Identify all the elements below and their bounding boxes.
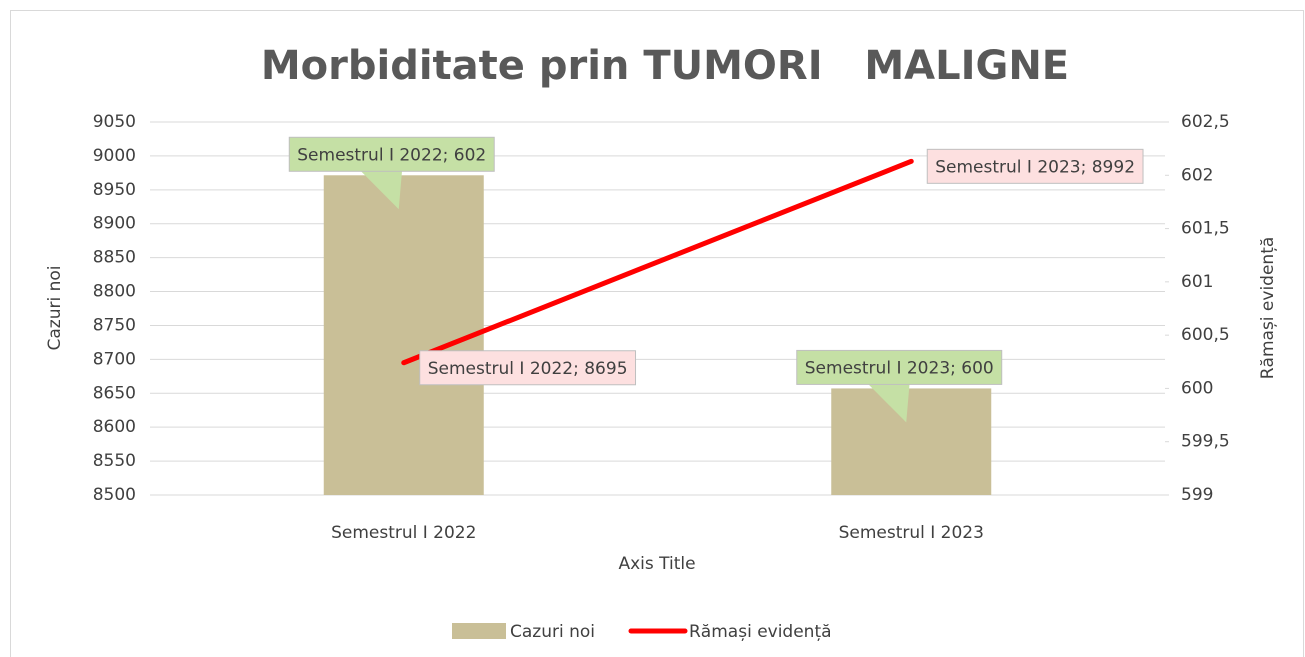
y2-tick-label: 601 [1181,272,1213,292]
legend-swatch [452,623,506,639]
chart-title: Morbiditate prin TUMORI MALIGNE [261,43,1069,89]
chart-border [10,10,1304,657]
x-tick-label: Semestrul I 2022 [331,523,476,543]
legend-label: Rămași evidență [689,622,832,642]
y-tick-label: 8850 [93,248,136,268]
y2-tick-label: 602,5 [1181,112,1230,132]
data-label-box [926,148,1144,184]
bar [831,388,992,495]
y2-tick-label: 600 [1181,378,1213,398]
y2-tick-label: 602 [1181,165,1213,185]
data-label-box [796,349,1003,385]
y-tick-label: 8950 [93,180,136,200]
data-label: Semestrul I 2023; 8992 [935,157,1135,177]
data-label: Semestrul I 2022; 602 [297,145,486,165]
line [401,158,914,366]
y2-tick-label: 601,5 [1181,219,1230,239]
y-tick-label: 8600 [93,417,136,437]
y-tick-label: 8900 [93,214,136,234]
y-tick-label: 8700 [93,349,136,369]
data-label-box [419,350,637,386]
y2-axis-title: Rămași evidență [1258,237,1278,380]
y2-tick-label: 600,5 [1181,325,1230,345]
y-tick-label: 8750 [93,315,136,335]
y-tick-label: 9050 [93,112,136,132]
data-label: Semestrul I 2023; 600 [805,358,994,378]
y-tick-label: 8550 [93,451,136,471]
x-tick-label: Semestrul I 2023 [839,523,984,543]
legend-label: Cazuri noi [510,622,595,642]
y-tick-label: 9000 [93,146,136,166]
data-label-box [288,136,495,172]
data-label-pointer [361,171,402,210]
bar [323,175,484,496]
y-tick-label: 8500 [93,485,136,505]
y-axis-title: Cazuri noi [45,266,65,351]
y2-tick-label: 599 [1181,485,1213,505]
data-label: Semestrul I 2022; 8695 [428,359,628,379]
data-label-pointer [868,384,910,423]
x-axis-title: Axis Title [618,554,695,574]
y2-tick-label: 599,5 [1181,432,1230,452]
y-tick-label: 8650 [93,383,136,403]
y-tick-label: 8800 [93,282,136,302]
